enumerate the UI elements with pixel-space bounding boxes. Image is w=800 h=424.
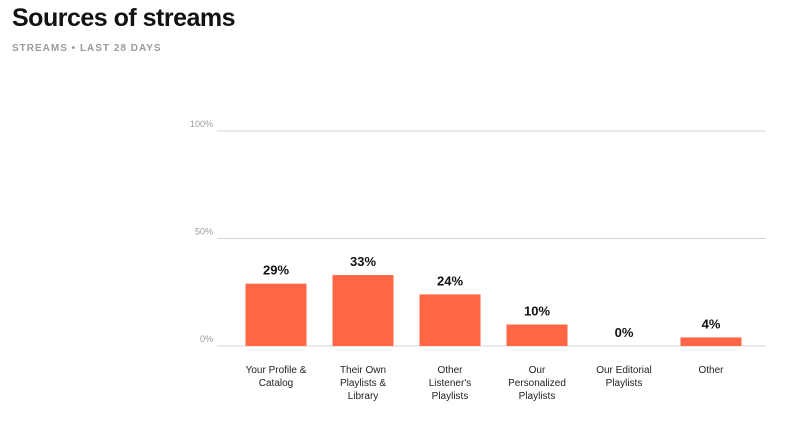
category-label-line: Your Profile &: [246, 365, 307, 376]
bar-value-label: 29%: [263, 263, 289, 278]
y-tick-label: 0%: [200, 334, 213, 344]
category-label-line: Playlists: [519, 391, 556, 402]
category-label-line: Playlists: [606, 378, 643, 389]
category-label-line: Other: [437, 365, 463, 376]
category-label-line: Playlists: [432, 391, 469, 402]
category-label: Other: [698, 365, 724, 376]
category-label-line: Personalized: [508, 378, 566, 389]
category-label: Other Listener's Playlists: [429, 365, 472, 402]
category-label-line: Listener's: [429, 378, 472, 389]
category-label: Your Profile & Catalog: [246, 365, 307, 389]
category-label: Their Own Playlists & Library: [340, 365, 386, 402]
category-label: Our Personalized Playlists: [508, 365, 566, 402]
category-label-line: Catalog: [259, 378, 293, 389]
chart-bars: [245, 275, 742, 346]
category-label-line: Our: [529, 365, 546, 376]
bar: [245, 283, 307, 346]
bar-value-label: 24%: [437, 273, 463, 288]
bar-value-label: 4%: [702, 316, 721, 331]
category-label-line: Other: [698, 365, 724, 376]
category-label: Our Editorial Playlists: [596, 365, 652, 389]
category-label-line: Playlists &: [340, 378, 386, 389]
bar: [419, 294, 481, 346]
category-label-line: Library: [348, 391, 379, 402]
y-tick-label: 100%: [190, 119, 213, 129]
page-subtitle: STREAMS • LAST 28 DAYS: [12, 43, 162, 54]
bar-value-label: 33%: [350, 254, 376, 269]
bar: [506, 324, 568, 346]
category-label-line: Their Own: [340, 365, 386, 376]
bar: [680, 337, 742, 346]
page-title: Sources of streams: [12, 4, 236, 32]
chart-labels: 29% Your Profile & Catalog 33% Their Own Play…: [246, 254, 725, 402]
bar: [332, 275, 394, 346]
bar-value-label: 10%: [524, 304, 550, 319]
bar-value-label: 0%: [615, 325, 634, 340]
y-tick-label: 50%: [195, 227, 213, 237]
chart-gridlines: 0% 50% 100%: [190, 119, 766, 347]
category-label-line: Our Editorial: [596, 365, 652, 376]
